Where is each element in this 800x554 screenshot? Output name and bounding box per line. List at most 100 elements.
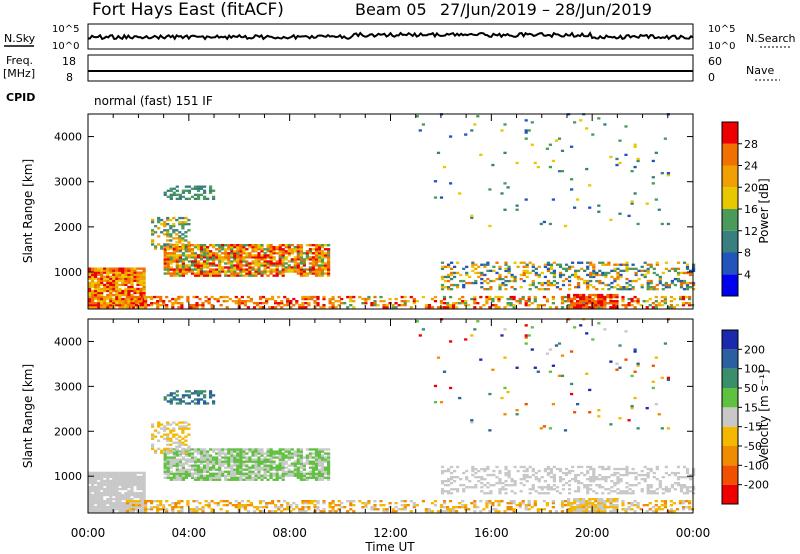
echo-cell	[130, 275, 134, 278]
echo-cell	[260, 450, 264, 453]
echo-cell	[600, 510, 604, 513]
echo-cell	[597, 504, 601, 507]
echo-cell	[163, 266, 167, 269]
echo-cell	[510, 490, 514, 493]
echo-cell	[340, 506, 344, 509]
echo-cell	[600, 300, 604, 303]
echo-cell	[657, 506, 661, 509]
echo-cell	[305, 256, 309, 259]
echo-cell	[660, 504, 664, 507]
echo-cell	[557, 137, 562, 140]
echo-cell	[275, 260, 279, 263]
echo-cell	[552, 480, 556, 483]
echo-cell	[181, 237, 185, 240]
echo-cell	[209, 454, 213, 457]
echo-cell	[570, 506, 574, 509]
echo-cell	[327, 462, 331, 465]
echo-cell	[203, 474, 207, 477]
echo-cell	[186, 297, 190, 301]
echo-cell	[251, 254, 255, 257]
echo-cell	[203, 468, 207, 471]
echo-cell	[311, 244, 315, 247]
echo-cell	[625, 492, 629, 495]
echo-cell	[172, 478, 176, 481]
echo-cell	[254, 452, 258, 455]
echo-cell	[679, 490, 684, 493]
echo-cell	[627, 506, 631, 509]
echo-cell	[308, 460, 312, 463]
echo-cell	[215, 478, 219, 481]
echo-cell	[574, 473, 578, 477]
echo-cell	[124, 300, 128, 303]
echo-cell	[568, 480, 572, 483]
echo-cell	[382, 306, 386, 309]
echo-cell	[311, 468, 315, 471]
echo-cell	[519, 277, 523, 281]
echo-cell	[97, 295, 101, 299]
echo-cell	[269, 448, 273, 451]
echo-cell	[142, 279, 146, 283]
echo-cell	[655, 467, 659, 471]
echo-cell	[261, 302, 266, 305]
echo-cell	[640, 490, 644, 493]
echo-cell	[664, 281, 668, 285]
echo-cell	[400, 500, 404, 503]
echo-cell	[636, 222, 640, 226]
echo-cell	[246, 510, 250, 513]
echo-cell	[187, 470, 191, 473]
echo-cell	[112, 506, 116, 509]
echo-cell	[676, 277, 681, 281]
echo-cell	[308, 472, 312, 475]
echo-cell	[612, 508, 616, 511]
echo-cell	[534, 267, 538, 271]
echo-cell	[109, 293, 113, 297]
echo-cell	[178, 254, 182, 257]
echo-cell	[239, 458, 243, 461]
echo-cell	[317, 478, 322, 481]
echo-cell	[225, 300, 229, 303]
echo-cell	[323, 256, 328, 259]
echo-cell	[136, 506, 140, 509]
echo-cell	[218, 460, 222, 463]
echo-cell	[251, 256, 255, 259]
echo-cell	[471, 263, 475, 266]
echo-cell	[124, 483, 128, 487]
echo-cell	[269, 460, 273, 463]
echo-cell	[91, 479, 95, 483]
echo-cell	[221, 258, 225, 261]
echo-cell	[112, 289, 116, 293]
echo-cell	[504, 471, 508, 475]
echo-cell	[261, 306, 266, 309]
echo-cell	[582, 506, 586, 509]
echo-cell	[473, 502, 477, 505]
echo-cell	[327, 256, 331, 259]
echo-cell	[382, 304, 386, 307]
echo-cell	[588, 498, 592, 501]
echo-cell	[150, 508, 154, 511]
echo-cell	[136, 487, 140, 491]
echo-cell	[209, 474, 213, 477]
echo-cell	[257, 464, 261, 467]
echo-cell	[118, 277, 122, 280]
echo-cell	[266, 244, 270, 247]
echo-cell	[88, 295, 92, 299]
echo-cell	[278, 452, 282, 455]
echo-cell	[88, 481, 92, 485]
echo-cell	[127, 481, 131, 485]
echo-cell	[579, 502, 583, 505]
echo-cell	[130, 269, 134, 272]
echo-cell	[206, 254, 210, 257]
echo-cell	[682, 288, 687, 291]
echo-cell	[257, 254, 261, 257]
echo-cell	[631, 286, 635, 289]
echo-cell	[458, 506, 462, 509]
echo-cell	[263, 258, 267, 261]
echo-cell	[373, 504, 377, 507]
echo-cell	[128, 295, 132, 299]
echo-cell	[385, 306, 389, 309]
echo-cell	[660, 500, 664, 503]
echo-cell	[439, 196, 444, 199]
echo-cell	[530, 326, 534, 329]
echo-cell	[136, 493, 140, 497]
echo-cell	[121, 473, 125, 477]
